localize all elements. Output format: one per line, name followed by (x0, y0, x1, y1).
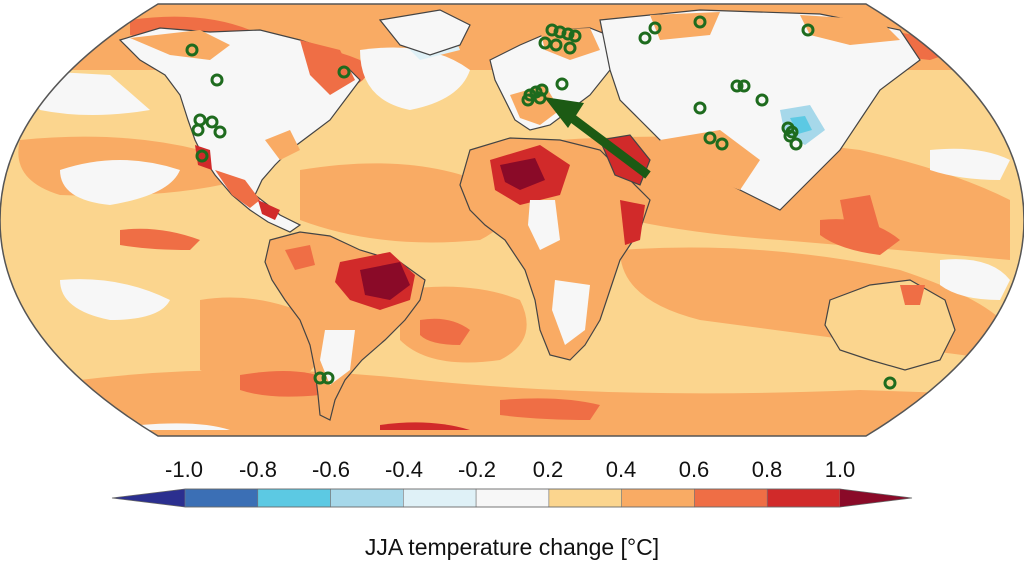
station-marker (545, 23, 559, 37)
station-marker (535, 83, 549, 97)
tick-label: -1.0 (165, 457, 203, 482)
station-marker (337, 65, 351, 79)
colorbar-bin (766, 488, 841, 508)
world-map (0, 3, 1024, 437)
station-marker (715, 137, 729, 151)
colorbar-bin (475, 488, 550, 508)
station-marker (321, 371, 335, 385)
station-marker (703, 131, 717, 145)
direction-arrow (544, 97, 651, 179)
colorbar-bin (548, 488, 622, 508)
station-marker (191, 123, 205, 137)
colorbar-max-triangle (840, 489, 912, 507)
tick-label: 0.2 (533, 457, 564, 482)
station-marker (737, 79, 751, 93)
station-marker (210, 73, 224, 87)
colorbar-caption: JJA temperature change [°C] (365, 534, 659, 560)
station-marker (936, 386, 950, 400)
station-marker (555, 77, 569, 91)
colorbar-bin (621, 488, 695, 508)
colorbar-bins (184, 488, 841, 508)
colorbar-bin (330, 488, 404, 508)
map-border (0, 3, 1024, 437)
colorbar-min-triangle (112, 489, 185, 507)
colorbar-bin (694, 488, 768, 508)
australia (824, 279, 956, 371)
colorbar-tick-labels: -1.0 -0.8 -0.6 -0.4 -0.2 0.2 0.4 0.6 0.8… (165, 457, 855, 482)
tick-label: -0.6 (312, 457, 350, 482)
new-zealand (944, 379, 966, 406)
asia (599, 9, 921, 211)
station-marker (730, 79, 744, 93)
station-marker (789, 137, 803, 151)
station-marker (213, 125, 227, 139)
station-marker (883, 376, 897, 390)
station-marker (783, 129, 797, 143)
colorbar-bin (403, 488, 477, 508)
station-marker (755, 93, 769, 107)
colorbar-legend: -1.0 -0.8 -0.6 -0.4 -0.2 0.2 0.4 0.6 0.8… (111, 457, 913, 560)
tick-label: 1.0 (825, 457, 856, 482)
station-marker (801, 23, 815, 37)
station-marker (549, 38, 563, 52)
station-marker (568, 29, 582, 43)
colorbar-bin (184, 488, 259, 508)
tick-label: -0.4 (385, 457, 423, 482)
station-marker (521, 93, 535, 107)
station-marker (693, 15, 707, 29)
tick-label: -0.8 (239, 457, 277, 482)
tick-label: -0.2 (458, 457, 496, 482)
station-marker (185, 43, 199, 57)
station-marker (195, 149, 209, 163)
colorbar-bin (257, 488, 331, 508)
station-marker (648, 21, 662, 35)
greenland (378, 9, 471, 56)
station-marker (205, 115, 219, 129)
colorbar-outline (111, 488, 913, 508)
station-marker (638, 31, 652, 45)
tick-label: 0.8 (752, 457, 783, 482)
tick-label: 0.6 (679, 457, 710, 482)
tick-label: 0.4 (606, 457, 637, 482)
station-markers (185, 15, 950, 400)
station-marker (561, 27, 575, 41)
station-marker (563, 41, 577, 55)
station-marker (313, 371, 327, 385)
station-marker (693, 101, 707, 115)
antarctica-edge (0, 430, 1024, 436)
station-marker (553, 25, 567, 39)
